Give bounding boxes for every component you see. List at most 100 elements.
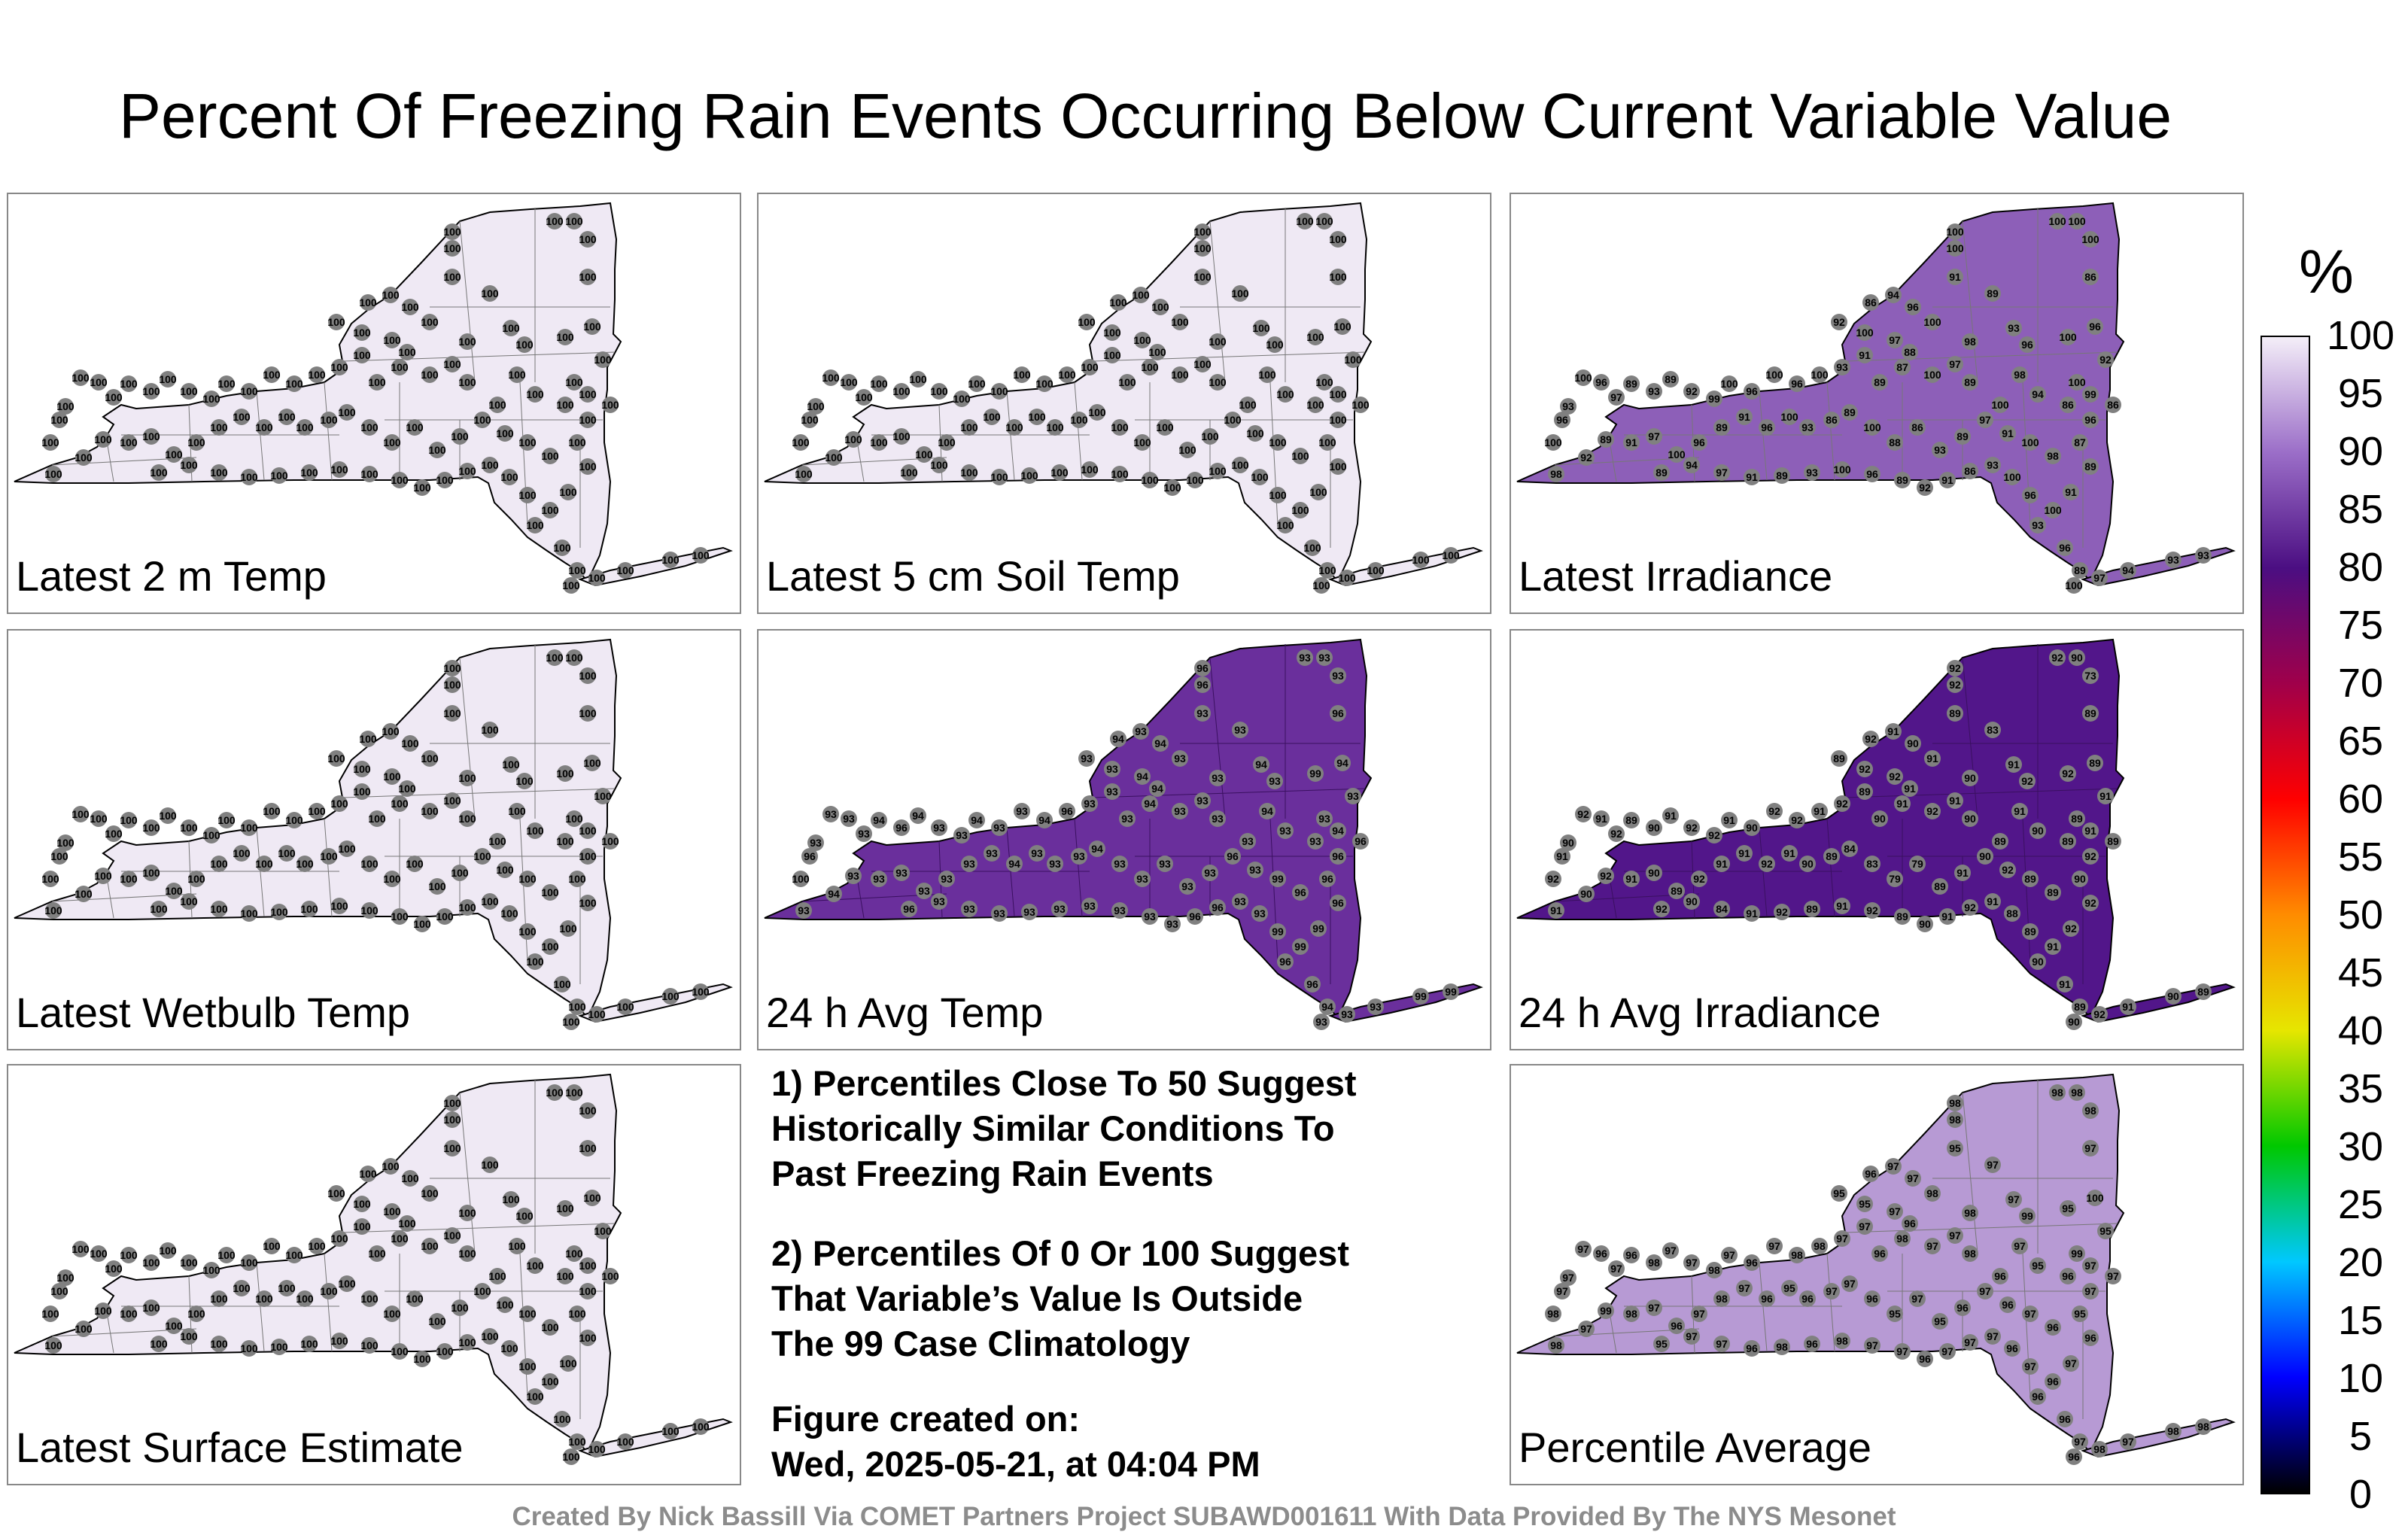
station-dot xyxy=(72,806,89,822)
station-value: 100 xyxy=(353,1220,371,1233)
station-dot xyxy=(2045,448,2061,464)
station-dot xyxy=(1691,871,1707,887)
panel-24h-avg-irradiance: 92 92 92 90 73 92 91 90 89 83 89 89 92 92 91 91 90 91 92 92… xyxy=(1510,629,2244,1050)
station-value: 100 xyxy=(1193,358,1212,370)
station-dot xyxy=(1885,723,1902,740)
station-marker: 97 xyxy=(2072,1433,2088,1450)
station-value: 100 xyxy=(443,795,461,807)
station-dot xyxy=(2097,351,2114,368)
station-dot xyxy=(203,1262,220,1278)
station-dot xyxy=(2195,1418,2212,1435)
station-marker: 100 xyxy=(1252,320,1270,336)
station-marker: 100 xyxy=(1811,366,1829,383)
station-dot xyxy=(807,398,824,415)
station-marker: 100 xyxy=(406,856,424,872)
station-marker: 96 xyxy=(1871,1245,1888,1262)
station-dot xyxy=(2011,366,2028,383)
station-value: 100 xyxy=(353,763,371,775)
station-value: 100 xyxy=(210,858,228,870)
station-value: 100 xyxy=(594,790,612,802)
station-dot xyxy=(1194,676,1211,693)
county-boundary xyxy=(459,657,476,819)
station-marker: 93 xyxy=(1172,803,1188,819)
station-dot xyxy=(569,999,585,1015)
station-marker: 100 xyxy=(473,412,491,428)
station-value: 100 xyxy=(338,1278,356,1290)
station-dot xyxy=(414,916,430,932)
station-dot xyxy=(554,1411,570,1427)
station-dot xyxy=(241,819,257,836)
station-dot xyxy=(2082,269,2099,285)
station-marker: 92 xyxy=(1683,383,1700,400)
station-marker: 94 xyxy=(2029,386,2046,403)
station-dot xyxy=(1307,765,1324,782)
station-marker: 100 xyxy=(443,240,461,257)
station-dot xyxy=(489,397,506,413)
station-dot xyxy=(1307,833,1324,850)
station-value: 97 xyxy=(1577,1243,1589,1255)
station-dot xyxy=(2082,1283,2099,1299)
station-dot xyxy=(2045,884,2061,901)
station-value: 100 xyxy=(1103,349,1121,361)
station-dot xyxy=(181,383,197,400)
station-dot xyxy=(2029,822,2046,839)
station-value: 97 xyxy=(2008,1193,2020,1205)
station-marker: 98 xyxy=(1774,1339,1790,1355)
station-value: 93 xyxy=(858,828,870,840)
station-dot xyxy=(1856,783,1873,800)
station-value: 89 xyxy=(2084,460,2096,473)
station-dot xyxy=(105,825,122,842)
station-value: 92 xyxy=(1859,763,1871,775)
station-marker: 86 xyxy=(1962,463,1978,479)
station-dot xyxy=(1781,409,1798,425)
station-marker: 89 xyxy=(1623,375,1640,392)
station-marker: 97 xyxy=(1887,1203,1903,1220)
station-dot xyxy=(1799,419,1816,436)
station-marker: 100 xyxy=(496,425,514,442)
station-value: 99 xyxy=(1445,986,1457,998)
station-marker: 94 xyxy=(1152,735,1169,752)
station-value: 100 xyxy=(338,843,356,855)
station-value: 96 xyxy=(1332,850,1344,862)
station-marker: 87 xyxy=(2072,434,2088,451)
station-dot xyxy=(893,819,910,836)
station-value: 91 xyxy=(1723,814,1735,826)
station-dot xyxy=(241,1340,257,1357)
station-dot xyxy=(421,750,438,767)
station-dot xyxy=(444,356,461,372)
station-dot xyxy=(160,371,176,388)
station-marker: 91 xyxy=(1924,750,1941,767)
station-value: 88 xyxy=(1889,436,1901,448)
station-value: 91 xyxy=(1738,847,1750,859)
station-value: 89 xyxy=(1844,406,1856,418)
station-dot xyxy=(1887,768,1903,785)
station-value: 91 xyxy=(2084,825,2096,837)
station-value: 93 xyxy=(1212,813,1224,825)
station-value: 100 xyxy=(496,864,514,876)
station-value: 91 xyxy=(1746,471,1758,483)
station-dot xyxy=(1924,750,1941,767)
station-marker: 100 xyxy=(120,871,138,887)
station-marker: 98 xyxy=(1947,1095,1963,1111)
station-dot xyxy=(1713,464,1730,481)
station-dot xyxy=(1781,845,1798,862)
station-value: 95 xyxy=(1859,1198,1871,1210)
station-value: 93 xyxy=(1174,752,1186,764)
station-value: 96 xyxy=(1866,468,1878,480)
station-dot xyxy=(1608,1260,1625,1277)
station-value: 100 xyxy=(1088,406,1106,418)
station-dot xyxy=(321,848,337,865)
station-value: 100 xyxy=(1078,316,1096,328)
station-marker: 100 xyxy=(71,806,90,822)
station-marker: 100 xyxy=(353,761,371,777)
station-value: 100 xyxy=(1133,436,1151,448)
station-marker: 100 xyxy=(568,434,586,451)
station-marker: 100 xyxy=(421,314,439,330)
station-value: 100 xyxy=(1991,399,2009,411)
station-marker: 100 xyxy=(74,1321,93,1337)
station-marker: 100 xyxy=(105,1260,123,1277)
station-dot xyxy=(557,765,573,782)
station-value: 100 xyxy=(541,504,559,516)
county-boundary xyxy=(256,827,265,917)
station-value: 100 xyxy=(353,1198,371,1210)
